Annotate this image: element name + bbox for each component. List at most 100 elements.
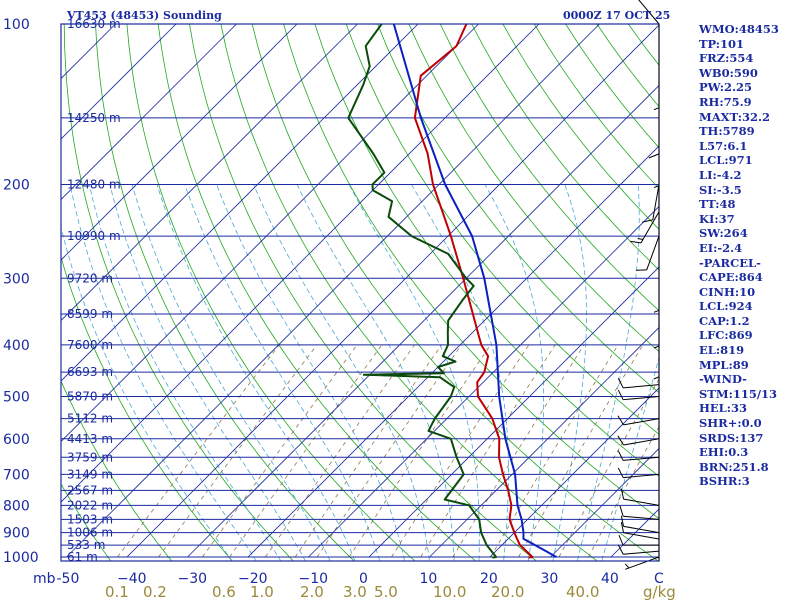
moist-adiabat xyxy=(216,184,406,561)
dry-adiabat xyxy=(283,24,659,520)
wind-barb xyxy=(638,0,660,25)
index-line: EHI:0.3 xyxy=(699,445,749,460)
height-label: 1503 m xyxy=(67,512,113,526)
height-label: 3149 m xyxy=(67,467,113,481)
indices-panel: WMO:48453 TP:101 FRZ:554 WB0:590 PW:2.25 RH:7… xyxy=(699,22,799,489)
temperature-tick-label: -50 xyxy=(57,571,80,587)
index-line: STM:115/13 xyxy=(699,386,778,401)
moist-adiabat xyxy=(184,184,381,561)
valid-time: 0000Z 17 OCT 25 xyxy=(563,9,670,22)
temperature-tick-label: 40 xyxy=(601,571,619,587)
dry-adiabat xyxy=(471,24,659,271)
mixing-ratio-tick-label: 1.0 xyxy=(250,583,274,600)
index-line: -WIND- xyxy=(699,372,747,387)
moist-adiabat xyxy=(69,184,257,561)
index-line: FRZ:554 xyxy=(699,51,754,66)
isotherm xyxy=(550,447,659,558)
wind-barb xyxy=(653,278,660,315)
index-line: TH:5789 xyxy=(699,124,755,139)
wind-barb xyxy=(620,522,660,540)
dry-adiabat xyxy=(251,24,659,561)
dry-adiabat xyxy=(377,24,659,394)
dry-adiabat xyxy=(95,24,355,561)
dry-adiabat xyxy=(61,380,173,561)
height-label: 7600 m xyxy=(67,338,113,352)
isotherm xyxy=(61,24,237,201)
height-label: 16630 m xyxy=(67,17,121,31)
temperature-tick-label: 20 xyxy=(480,571,498,587)
isotherm xyxy=(61,24,540,503)
mixing-ratio-tick-label: 0.1 xyxy=(105,583,129,600)
moist-adiabat xyxy=(484,184,544,561)
moist-adiabat xyxy=(552,184,587,561)
mixing-ratio-line xyxy=(117,344,280,558)
index-line: TP:101 xyxy=(699,36,745,51)
plot-frame xyxy=(60,23,660,562)
wind-barb xyxy=(642,184,660,223)
temperature-tick-label: −40 xyxy=(117,571,147,587)
isotherm xyxy=(429,326,659,558)
moist-adiabat xyxy=(156,184,356,561)
index-line: L57:6.1 xyxy=(699,138,748,153)
wind-barb xyxy=(617,450,660,461)
temperature-tick-label: −20 xyxy=(238,571,268,587)
pressure-label: 100 xyxy=(3,17,30,33)
isotherm xyxy=(126,24,659,558)
height-label: 5112 m xyxy=(67,412,113,426)
height-label: 14250 m xyxy=(67,111,121,125)
mixing-ratio-tick-label: 40.0 xyxy=(566,583,599,600)
isotherm xyxy=(489,387,659,558)
index-line: WMO:48453 xyxy=(699,22,779,36)
temperature-tick-label: −10 xyxy=(299,571,329,587)
wind-barb xyxy=(617,389,660,401)
index-line: CAP:1.2 xyxy=(699,313,750,328)
dewpoint-line xyxy=(347,24,498,559)
mixing-ratio-line xyxy=(588,425,659,558)
wind-barb xyxy=(653,344,660,381)
dry-adiabats xyxy=(61,24,659,561)
index-line: PW:2.25 xyxy=(699,80,753,95)
mixing-ratio-tick-label: 3.0 xyxy=(343,583,367,600)
moist-adiabat xyxy=(576,184,640,561)
wind-barb xyxy=(617,435,660,446)
moist-adiabats xyxy=(61,184,659,561)
pressure-axis-labels: 100 200 300 400 500 600 700 800 900 1000 xyxy=(3,17,39,566)
index-line: LFC:869 xyxy=(699,328,753,343)
sounding-profiles xyxy=(347,24,557,559)
height-label: 2022 m xyxy=(67,498,113,512)
moist-adiabat xyxy=(348,184,480,561)
mixing-ratio-tick-label: 0.6 xyxy=(212,583,236,600)
temperature-axis-labels: -50 −40 −30 −20 −10 0 10 20 30 40 xyxy=(57,571,619,587)
height-label: 2567 m xyxy=(67,483,113,497)
index-line: SRDS:137 xyxy=(699,430,764,445)
pressure-label: 900 xyxy=(3,526,30,542)
mixing-ratio-tick-label: 20.0 xyxy=(491,583,524,600)
temperature-tick-label: −30 xyxy=(178,571,208,587)
wind-barb xyxy=(624,556,660,570)
index-line: KI:37 xyxy=(699,211,735,226)
index-line: LCL:971 xyxy=(699,153,753,168)
wind-barb xyxy=(617,415,660,426)
isotherm xyxy=(66,24,600,558)
mixing-ratio-tick-label: 5.0 xyxy=(374,583,398,600)
index-line: LCL:924 xyxy=(699,299,753,314)
dry-adiabat xyxy=(63,24,294,561)
dry-adiabat xyxy=(220,24,598,561)
index-line: SW:264 xyxy=(699,226,748,241)
mixing-ratio-tick-label: 0.2 xyxy=(143,583,167,600)
isotherm xyxy=(61,24,298,261)
index-line: CAPE:864 xyxy=(699,270,763,285)
temperature-line xyxy=(413,24,534,559)
station-title: VT453 (48453) Sounding xyxy=(66,9,222,22)
index-line: HEL:33 xyxy=(699,401,747,416)
height-label: 4413 m xyxy=(67,432,113,446)
height-label: 5870 m xyxy=(67,390,113,404)
moist-adiabat xyxy=(131,184,331,561)
index-line: BRN:251.8 xyxy=(699,459,769,474)
height-label: 3759 m xyxy=(67,450,113,464)
index-line: LI:-4.2 xyxy=(699,167,742,182)
mixing-ratio-tick-label: 2.0 xyxy=(300,583,324,600)
isotherm xyxy=(368,266,659,558)
index-line: SHR+:0.0 xyxy=(699,416,762,431)
